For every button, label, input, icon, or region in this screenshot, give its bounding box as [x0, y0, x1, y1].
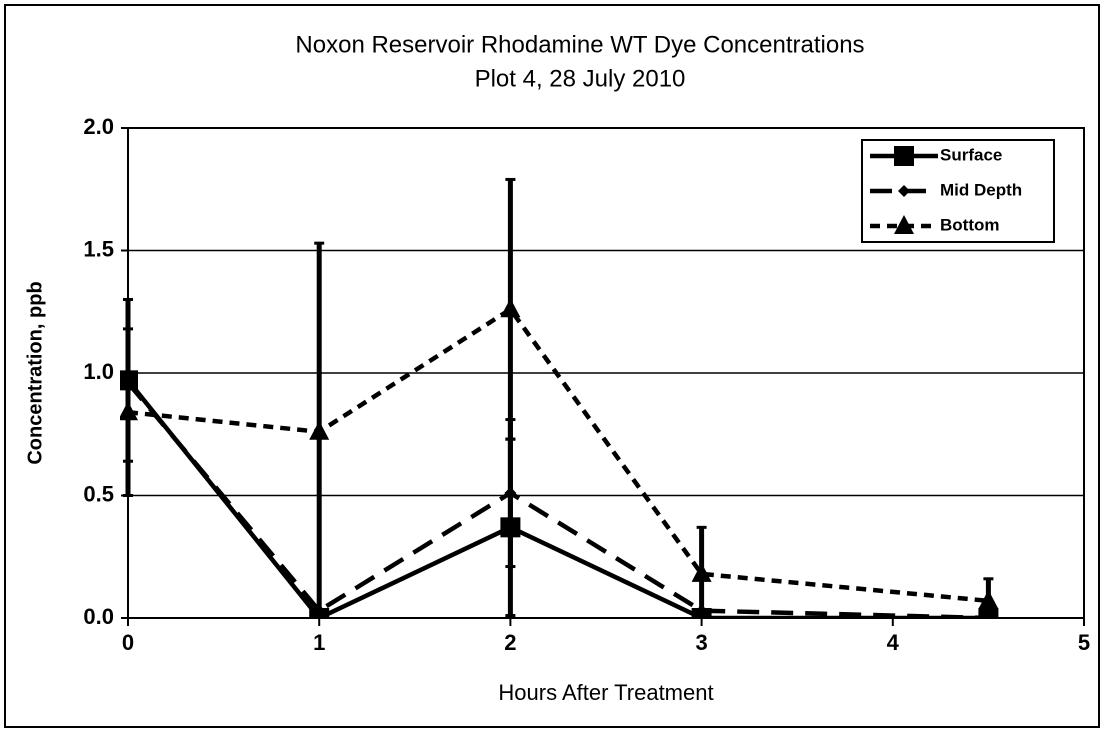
legend-label: Mid Depth [940, 180, 1022, 199]
y-tick-label: 0.5 [83, 481, 114, 506]
x-tick-label: 3 [695, 630, 707, 655]
x-tick-label: 0 [122, 630, 134, 655]
marker [500, 517, 521, 538]
x-axis-label: Hours After Treatment [498, 680, 713, 705]
chart-frame [4, 4, 1100, 728]
marker [695, 604, 708, 617]
y-tick-label: 1.0 [83, 359, 114, 384]
plot-area [120, 177, 999, 618]
y-axis-label: Concentration, ppb [24, 281, 46, 464]
marker [691, 562, 712, 582]
marker [504, 487, 517, 500]
chart-title: Noxon Reservoir Rhodamine WT Dye Concent… [295, 31, 864, 58]
legend-label: Bottom [940, 215, 999, 234]
marker [982, 612, 995, 618]
y-tick-label: 0.0 [83, 604, 114, 629]
x-tick-label: 4 [887, 630, 900, 655]
y-tick-label: 1.5 [83, 236, 114, 261]
marker [978, 589, 999, 609]
marker [500, 298, 521, 318]
x-tick-label: 1 [313, 630, 325, 655]
y-tick-label: 2.0 [83, 114, 114, 139]
marker [120, 401, 138, 421]
legend-label: Surface [940, 145, 1002, 164]
series-line [127, 306, 989, 604]
legend-marker [898, 185, 910, 197]
legend-marker [894, 146, 914, 166]
marker [122, 376, 134, 389]
x-tick-label: 5 [1078, 630, 1090, 655]
chart-subtitle: Plot 4, 28 July 2010 [475, 65, 686, 92]
marker [309, 420, 330, 440]
legend-marker [894, 215, 914, 234]
marker [313, 604, 326, 617]
x-tick-label: 2 [504, 630, 516, 655]
